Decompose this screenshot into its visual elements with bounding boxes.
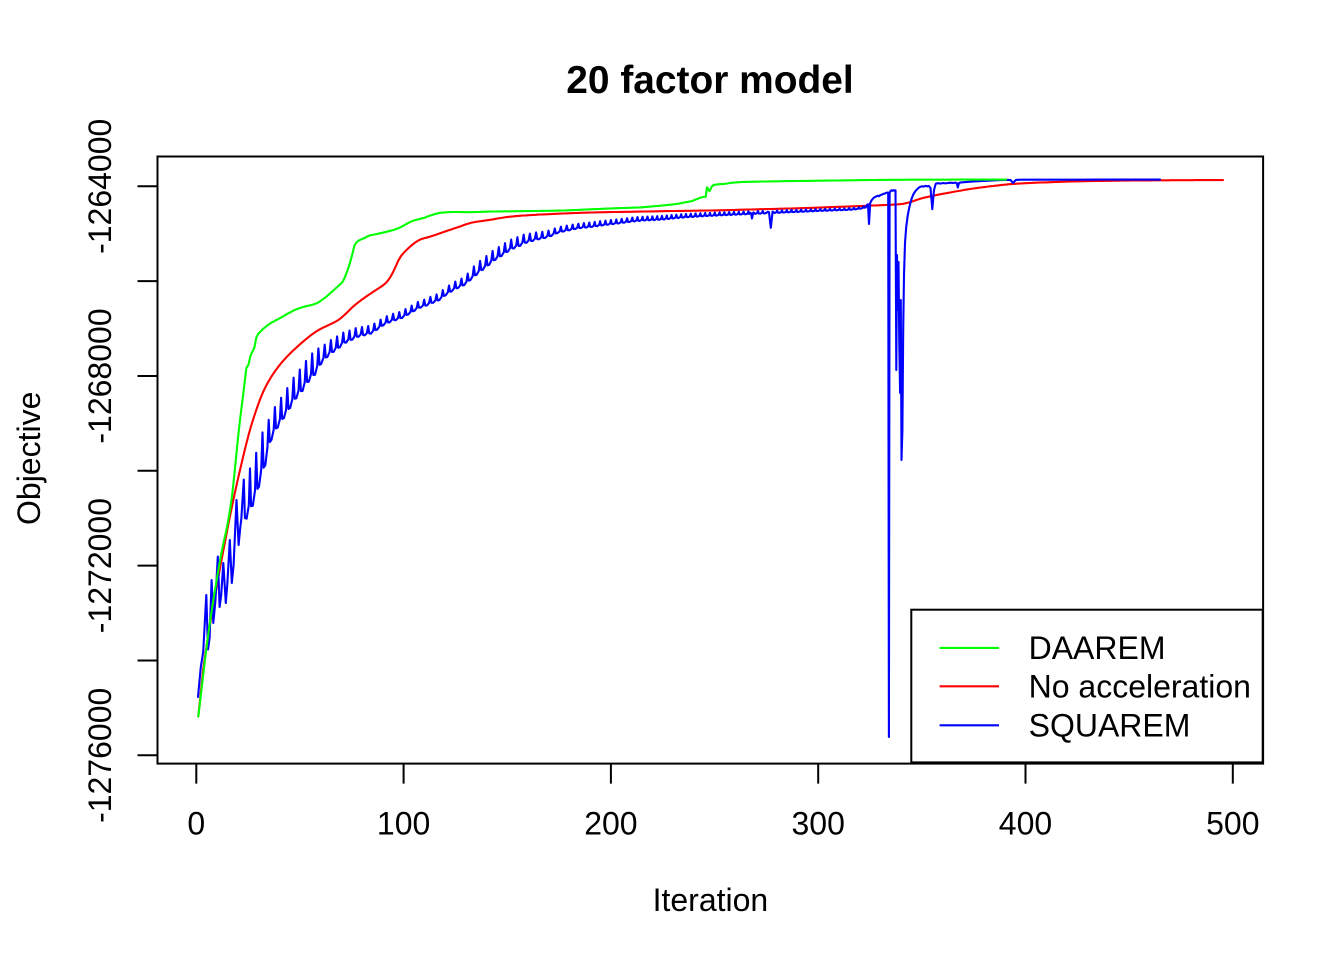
svg-text:SQUAREM: SQUAREM bbox=[1029, 708, 1191, 744]
svg-text:-1264000: -1264000 bbox=[82, 119, 118, 254]
svg-text:No acceleration: No acceleration bbox=[1029, 669, 1251, 705]
svg-text:200: 200 bbox=[584, 806, 637, 842]
svg-text:Objective: Objective bbox=[11, 392, 47, 525]
svg-text:100: 100 bbox=[377, 806, 430, 842]
svg-text:-1268000: -1268000 bbox=[82, 308, 118, 443]
svg-text:Iteration: Iteration bbox=[653, 882, 769, 918]
svg-text:300: 300 bbox=[792, 806, 845, 842]
svg-text:-1276000: -1276000 bbox=[82, 688, 118, 823]
svg-text:DAAREM: DAAREM bbox=[1029, 630, 1166, 666]
svg-text:400: 400 bbox=[999, 806, 1052, 842]
svg-text:500: 500 bbox=[1206, 806, 1259, 842]
svg-text:-1272000: -1272000 bbox=[82, 498, 118, 633]
svg-text:0: 0 bbox=[187, 806, 205, 842]
svg-text:20 factor model: 20 factor model bbox=[566, 59, 853, 102]
